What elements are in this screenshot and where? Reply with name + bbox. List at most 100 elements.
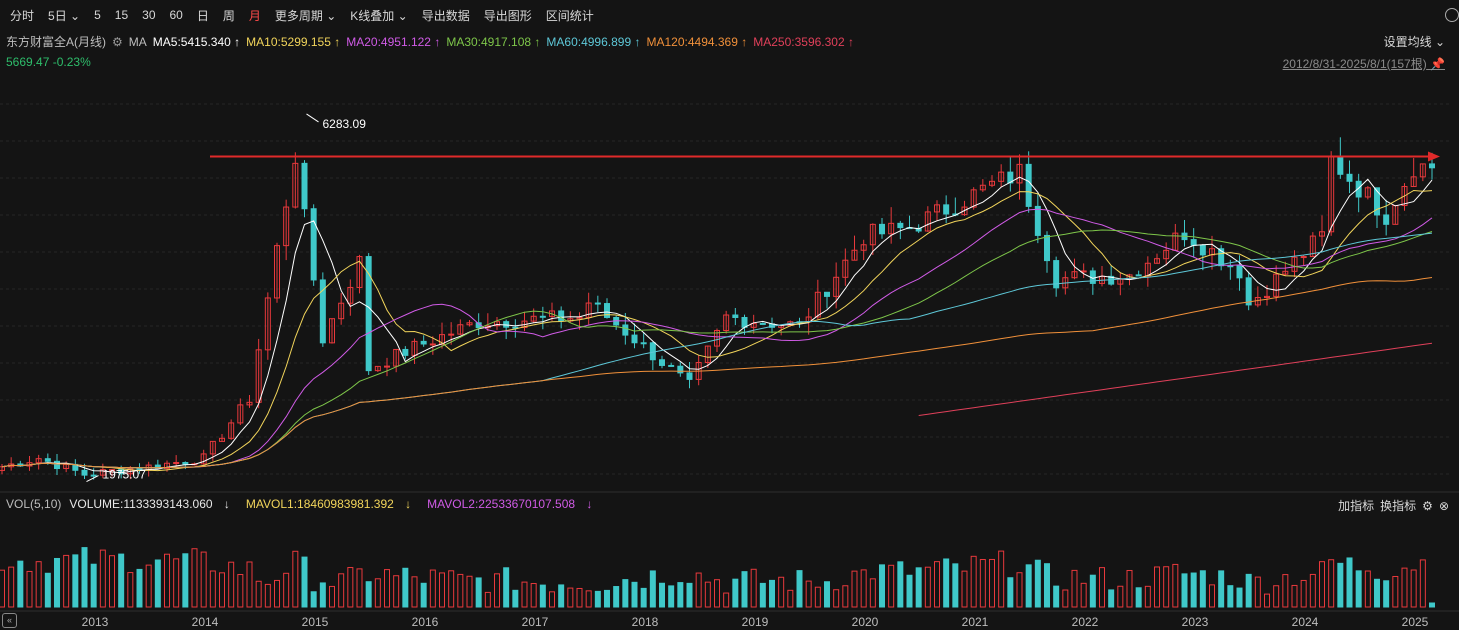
- date-range-label: 2012/8/31-2025/8/1(157根): [1282, 57, 1427, 71]
- date-range[interactable]: 2012/8/31-2025/8/1(157根) 📌: [1283, 55, 1445, 72]
- pin-icon[interactable]: 📌: [1430, 57, 1445, 71]
- volume-bar: [1007, 577, 1014, 608]
- volume-bar: [54, 557, 60, 608]
- ma10-line: [1, 189, 1433, 472]
- period-tab[interactable]: 导出数据: [421, 8, 470, 23]
- volume-bar: [1273, 585, 1280, 608]
- period-tab[interactable]: 60: [169, 8, 183, 22]
- volume-bar: [1300, 579, 1307, 608]
- volume-bar: [1282, 574, 1289, 608]
- volume-bar: [530, 583, 537, 608]
- volume-bar: [17, 560, 24, 608]
- annotation-label: 6283.09: [323, 117, 367, 131]
- ma-item: MA20:4951.122 ↑: [346, 34, 441, 49]
- volume-bar: [842, 585, 849, 608]
- candle-body: [1355, 180, 1362, 198]
- candle-body: [109, 469, 115, 472]
- period-tab[interactable]: 30: [142, 8, 156, 22]
- volume-bar: [384, 569, 390, 608]
- volume-bar: [429, 569, 436, 608]
- volume-bar: [952, 563, 959, 608]
- period-tab[interactable]: 日: [196, 8, 209, 23]
- volume-bar: [127, 572, 134, 608]
- mavol1-arrow: ↓: [405, 497, 412, 511]
- candle-body: [1016, 163, 1023, 184]
- volume-bar: [915, 567, 922, 608]
- volume-bar: [704, 581, 711, 608]
- candle-body: [1282, 270, 1289, 275]
- period-tab[interactable]: 15: [114, 8, 129, 22]
- last-price: 5669.47: [6, 55, 50, 69]
- volume-bar: [686, 582, 693, 608]
- candle-body: [1199, 244, 1206, 256]
- volume-bar: [228, 561, 235, 608]
- candle-body: [704, 345, 711, 364]
- volume-bar: [814, 586, 821, 608]
- ma-settings-button[interactable]: 设置均线 ⌄: [1384, 33, 1445, 50]
- candle-body: [824, 291, 830, 297]
- volume-bar: [778, 576, 785, 608]
- volume-bar: [274, 579, 280, 608]
- ma120-line: [1, 277, 1433, 469]
- volume-bar: [1254, 576, 1261, 608]
- volume-bar: [374, 578, 381, 608]
- ma-item: MA10:5299.155 ↑: [246, 34, 341, 49]
- volume-bar: [1346, 557, 1353, 608]
- candle-body: [1401, 186, 1408, 207]
- candle-body: [329, 318, 335, 344]
- volume-bar: [310, 591, 317, 608]
- gear-icon[interactable]: ⚙: [1422, 498, 1433, 513]
- close-icon[interactable]: ⊗: [1438, 498, 1449, 513]
- ma-values: MA5:5415.340 ↑ MA10:5299.155 ↑ MA20:4951.1…: [153, 35, 860, 49]
- volume-bar: [714, 579, 720, 608]
- candle-body: [741, 316, 748, 328]
- candle-body: [1319, 231, 1325, 237]
- period-tab[interactable]: 5日 ⌄: [48, 8, 81, 23]
- volume-bar: [833, 589, 840, 608]
- period-tab[interactable]: 区间统计: [545, 8, 594, 23]
- candle-body: [384, 365, 390, 368]
- scroll-left-icon[interactable]: «: [2, 613, 17, 628]
- candle-body: [1163, 249, 1170, 260]
- candle-body: [35, 458, 42, 464]
- candle-body: [943, 204, 950, 215]
- period-tab[interactable]: 月: [248, 8, 261, 23]
- period-tab[interactable]: 分时: [10, 8, 35, 23]
- volume-bar: [750, 568, 757, 608]
- volume-bar: [549, 591, 555, 608]
- candle-body: [1291, 256, 1298, 272]
- period-tab[interactable]: 导出图形: [483, 8, 532, 23]
- candle-body: [264, 297, 271, 351]
- candle-body: [81, 469, 88, 476]
- candle-body: [494, 321, 500, 327]
- volume-bar: [439, 572, 445, 608]
- volume-bar: [484, 591, 491, 608]
- period-tab[interactable]: 周: [222, 8, 235, 23]
- candle-body: [860, 244, 867, 251]
- candle-body: [90, 474, 97, 477]
- volume-legend: VOL(5,10) VOLUME:1133393143.060 ↓ MAVOL1…: [6, 497, 608, 511]
- candle-body: [879, 223, 885, 235]
- switch-indicator-button[interactable]: 换指标: [1380, 499, 1417, 513]
- volume-bar: [1172, 563, 1179, 608]
- candle-body: [1374, 187, 1380, 216]
- period-tab[interactable]: 更多周期 ⌄: [274, 8, 337, 23]
- volume-bar: [1364, 570, 1371, 608]
- volume-bar: [1126, 569, 1133, 608]
- candle-body: [338, 302, 345, 320]
- gear-icon[interactable]: ⚙: [112, 34, 123, 49]
- add-indicator-button[interactable]: 加指标: [1338, 499, 1375, 513]
- volume-bar: [338, 573, 345, 608]
- volume-bar: [567, 587, 574, 608]
- candle-body: [1300, 256, 1307, 259]
- candle-body: [164, 462, 170, 469]
- period-tab[interactable]: 5: [94, 8, 101, 22]
- volume-bar: [1089, 574, 1096, 608]
- volume-panel-buttons: 加指标 换指标 ⚙ ⊗: [1332, 497, 1449, 514]
- period-tab[interactable]: K线叠加 ⌄: [350, 8, 408, 23]
- volume-bar: [924, 566, 931, 608]
- volume-bar: [576, 587, 583, 608]
- volume-bar: [448, 570, 455, 608]
- volume-bar: [1199, 570, 1206, 608]
